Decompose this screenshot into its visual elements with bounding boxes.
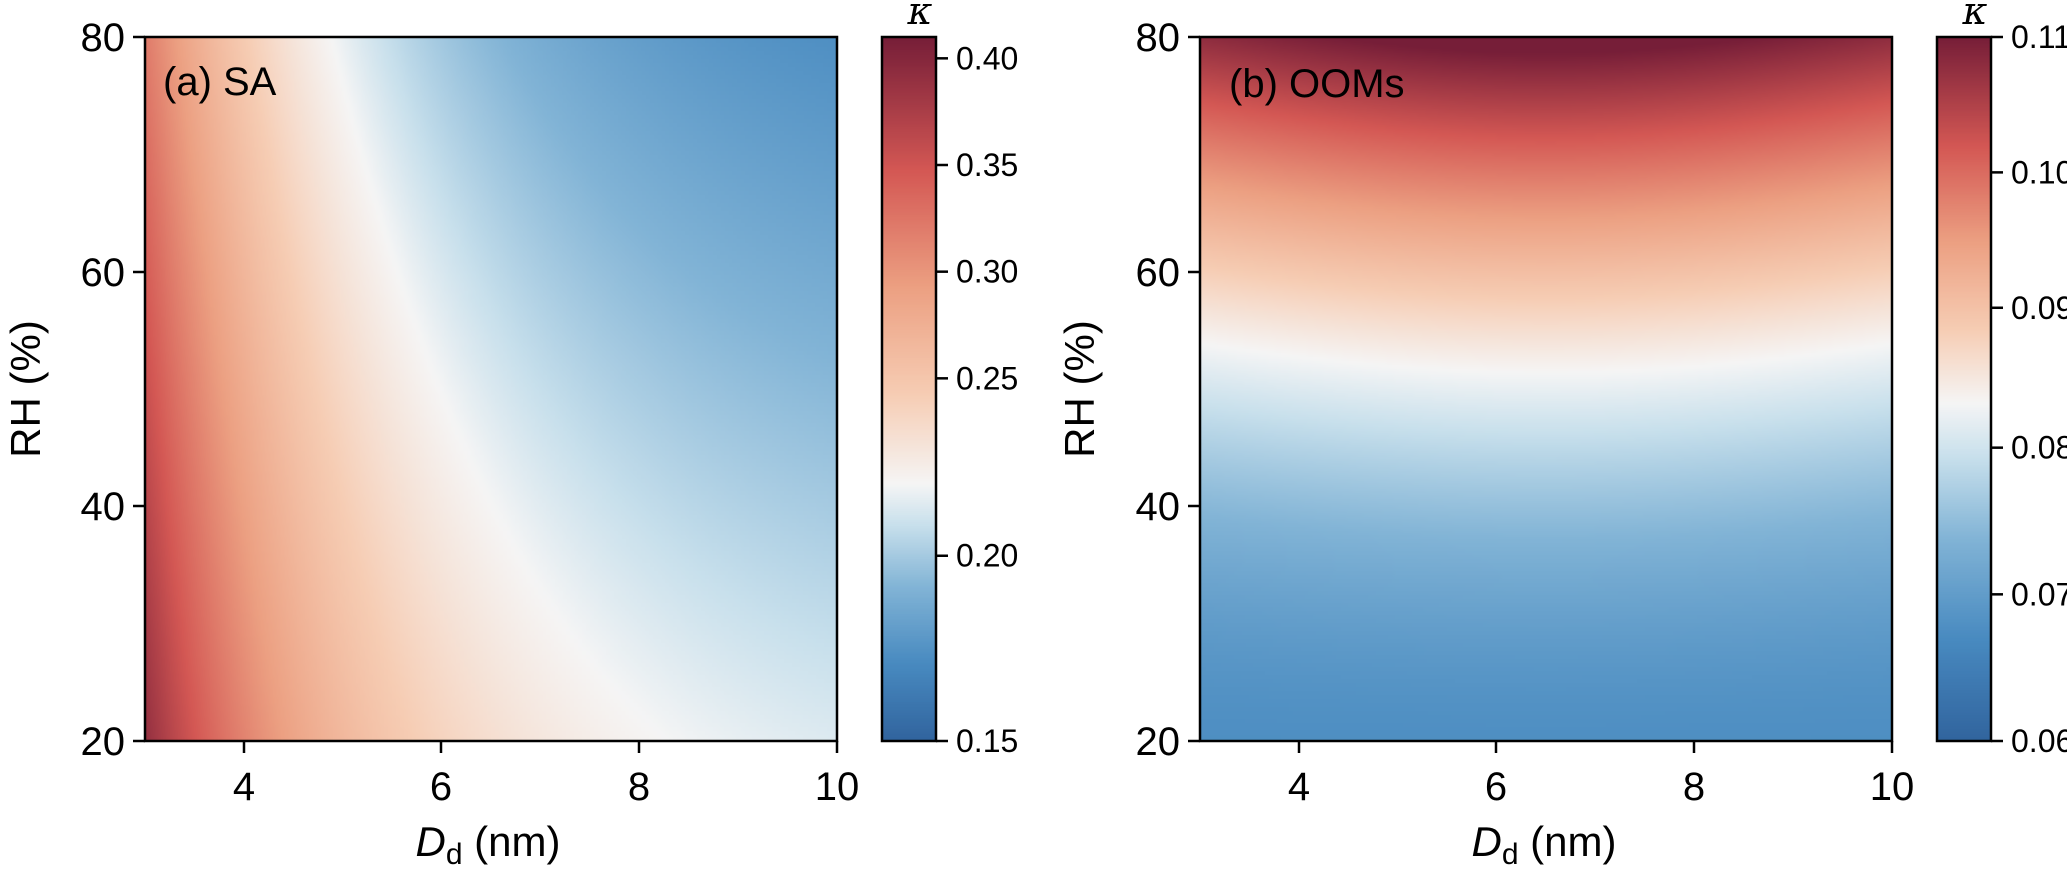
x-tick-label-b-4: 4	[1288, 765, 1310, 809]
y-axis-a: 20 40 60 80 RH (%)	[2, 16, 145, 764]
x-axis-b: 4 6 8 10 Dd (nm)	[1288, 741, 1914, 869]
plot-a-frame	[143, 35, 839, 743]
x-axis-label-b: Dd (nm)	[1471, 818, 1616, 869]
colorbar-a-tick-label-0.30: 0.30	[956, 254, 1018, 290]
colorbar-a-tick-label-0.20: 0.20	[956, 538, 1018, 574]
colorbar-a-tick-label-0.35: 0.35	[956, 147, 1018, 183]
panel-a-sa: (a) SA 20 40 60 80 RH (%) 4 6 8 10 Dd (n…	[2, 0, 1018, 869]
y-axis-label-b: RH (%)	[1056, 320, 1103, 458]
x-tick-label-b-6: 6	[1485, 765, 1507, 809]
colorbar-a-label: κ	[907, 0, 933, 33]
x-tick-label-a-10: 10	[815, 765, 860, 809]
y-tick-label-a-40: 40	[81, 485, 126, 529]
colorbar-a-gradient	[882, 37, 936, 741]
colorbar-b-tick-label-0.10: 0.10	[2011, 154, 2067, 190]
panel-b-ooms: (b) OOMs 20 40 60 80 RH (%) 4 6 8 10 Dd …	[1056, 0, 2067, 869]
plot-b-frame	[1198, 35, 1894, 743]
x-tick-label-b-10: 10	[1870, 765, 1915, 809]
colorbar-a-tick-label-0.40: 0.40	[956, 40, 1018, 76]
x-tick-label-a-6: 6	[430, 765, 452, 809]
panel-a-label: (a) SA	[163, 60, 277, 104]
y-tick-label-b-40: 40	[1136, 485, 1181, 529]
colorbar-b-tick-label-0.06: 0.06	[2011, 723, 2067, 759]
x-tick-label-b-8: 8	[1683, 765, 1705, 809]
heatmap-a-image	[145, 37, 837, 741]
x-axis-a: 4 6 8 10 Dd (nm)	[233, 741, 859, 869]
y-axis-b: 20 40 60 80 RH (%)	[1056, 16, 1200, 764]
x-tick-label-a-8: 8	[628, 765, 650, 809]
y-tick-label-a-80: 80	[81, 16, 126, 60]
y-tick-label-a-60: 60	[81, 251, 126, 295]
panel-b-label: (b) OOMs	[1229, 62, 1405, 106]
y-tick-label-b-60: 60	[1136, 251, 1181, 295]
y-tick-label-b-80: 80	[1136, 16, 1181, 60]
x-axis-label-a: Dd (nm)	[415, 818, 560, 869]
x-tick-label-a-4: 4	[233, 765, 255, 809]
colorbar-b-tick-label-0.08: 0.08	[2011, 430, 2067, 466]
y-tick-label-a-20: 20	[81, 720, 126, 764]
colorbar-b: κ 0.06 0.07 0.08 0.09 0.10 0.11	[1935, 0, 2067, 759]
y-axis-label-a: RH (%)	[2, 320, 49, 458]
colorbar-b-tick-label-0.09: 0.09	[2011, 290, 2067, 326]
colorbar-b-tick-label-0.07: 0.07	[2011, 576, 2067, 612]
heatmap-b-image	[1200, 37, 1892, 741]
colorbar-b-gradient	[1937, 37, 1991, 741]
colorbar-b-label: κ	[1962, 0, 1988, 33]
colorbar-a-tick-label-0.25: 0.25	[956, 360, 1018, 396]
colorbar-a: κ 0.15 0.20 0.25 0.30 0.35 0.40	[880, 0, 1018, 759]
colorbar-a-tick-label-0.15: 0.15	[956, 723, 1018, 759]
colorbar-b-tick-label-0.11: 0.11	[2011, 19, 2067, 55]
y-tick-label-b-20: 20	[1136, 720, 1181, 764]
